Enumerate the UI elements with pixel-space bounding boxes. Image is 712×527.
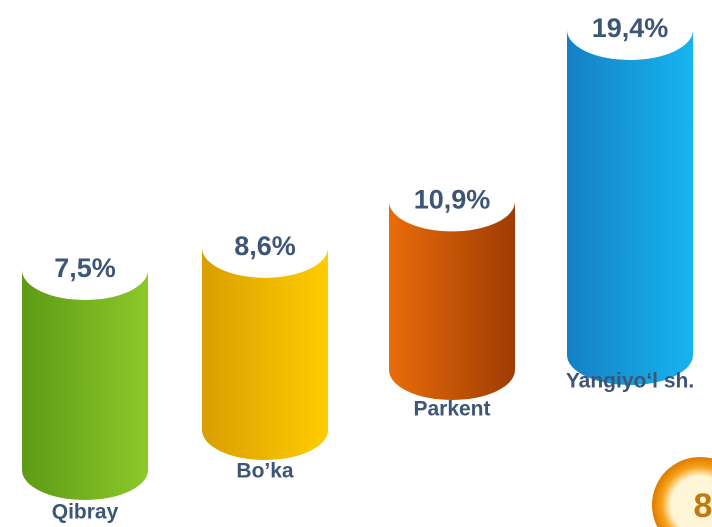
value-label: 10,9% <box>414 185 491 215</box>
cylinder-top <box>202 217 328 278</box>
badge: 8 <box>652 457 712 527</box>
value-label: 7,5% <box>54 253 116 283</box>
cylinder-top <box>567 0 693 60</box>
category-label: Bo’ka <box>236 460 294 483</box>
cylinder <box>389 201 515 400</box>
category-label: Yangiyo‘l sh. <box>566 370 694 393</box>
value-label: 8,6% <box>234 231 296 261</box>
badge-text: 8 <box>694 487 712 525</box>
category-label: Qibray <box>52 501 119 524</box>
value-label: 19,4% <box>592 13 669 43</box>
cylinder-top <box>389 171 515 232</box>
cylinder <box>567 30 693 385</box>
cylinder <box>22 270 148 500</box>
category-label: Parkent <box>413 398 490 421</box>
badge-circle <box>652 457 712 527</box>
cylinder-top <box>22 240 148 300</box>
cylinder <box>202 247 328 460</box>
